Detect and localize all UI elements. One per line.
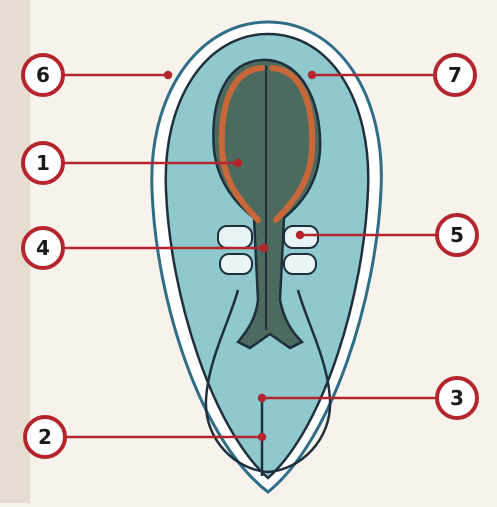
dot-7 (307, 70, 317, 80)
label-3-text: 3 (450, 386, 464, 410)
neural-fold-right (269, 65, 316, 223)
dot-3 (257, 393, 267, 403)
dot-2 (257, 432, 267, 442)
label-4-ring (21, 226, 65, 270)
neural-fold-left (218, 65, 265, 223)
label-6: 6 (21, 53, 65, 97)
dot-1 (233, 158, 243, 168)
somite-right-2 (283, 253, 317, 275)
somites (217, 225, 319, 275)
label-6-ring (21, 53, 65, 97)
label-1: 1 (21, 141, 65, 185)
leader-lines (64, 70, 436, 442)
label-5-ring (435, 213, 479, 257)
dot-5 (295, 230, 305, 240)
label-2-ring (23, 415, 67, 459)
label-1-ring (21, 141, 65, 185)
somite-left-1 (217, 225, 253, 249)
label-7-text: 7 (448, 63, 462, 87)
label-5: 5 (435, 213, 479, 257)
somite-left-2 (219, 253, 253, 275)
label-4: 4 (21, 226, 65, 270)
label-7-ring (433, 53, 477, 97)
label-2-text: 2 (38, 425, 52, 449)
caudal-region (204, 289, 332, 474)
label-4-text: 4 (36, 236, 50, 260)
label-7: 7 (433, 53, 477, 97)
dot-6 (163, 70, 173, 80)
label-6-text: 6 (36, 63, 50, 87)
label-1-text: 1 (36, 151, 50, 175)
label-2: 2 (23, 415, 67, 459)
label-3: 3 (435, 376, 479, 420)
label-5-text: 5 (450, 223, 464, 247)
label-3-ring (435, 376, 479, 420)
dot-4 (259, 243, 269, 253)
